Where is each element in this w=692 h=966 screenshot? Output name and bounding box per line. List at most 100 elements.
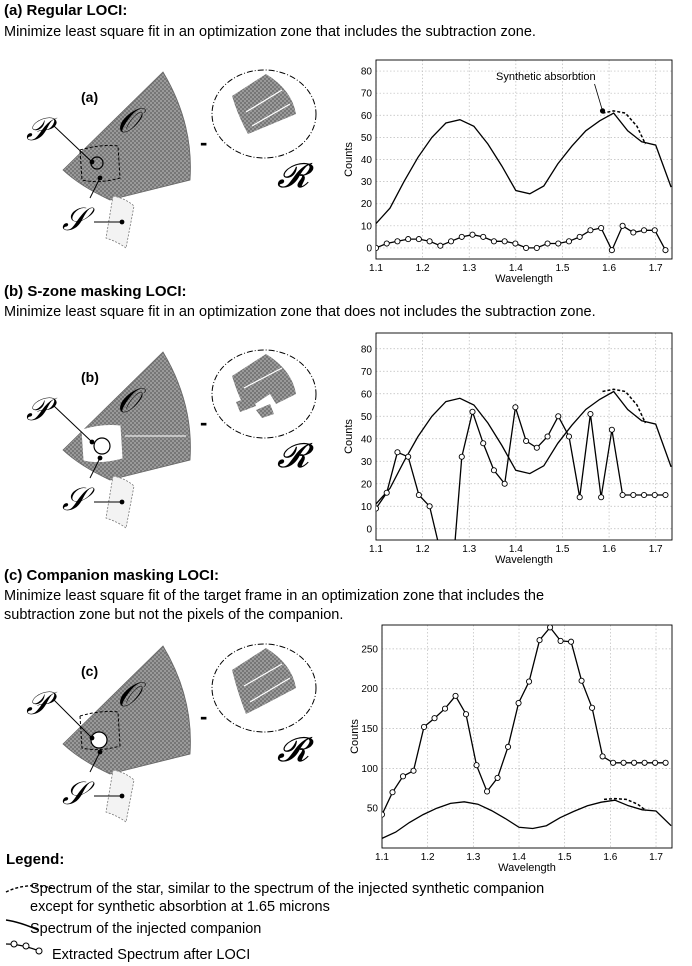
- reference-sectors: [232, 354, 296, 410]
- x-tick-label: 1.6: [602, 263, 616, 274]
- series-star-line: [602, 110, 647, 145]
- series-extracted-point: [437, 242, 444, 249]
- series-extracted-point: [608, 426, 615, 433]
- series-extracted-line: [376, 224, 667, 252]
- series-extracted-point: [620, 759, 627, 766]
- schematic-tag: (c): [81, 663, 98, 679]
- series-extracted-point: [630, 491, 637, 499]
- minus-sign: -: [200, 410, 207, 435]
- series-extracted-point: [431, 715, 438, 722]
- series-extracted-point: [589, 704, 596, 711]
- series-extracted-point: [394, 238, 401, 245]
- y-tick-label: 70: [361, 367, 373, 378]
- x-tick-label: 1.2: [421, 852, 435, 863]
- series-extracted-point: [494, 774, 501, 781]
- panel-a-heading: (a) Regular LOCI:: [4, 2, 128, 19]
- legend-item-star-line-1: Spectrum of the star, similar to the spe…: [30, 881, 545, 897]
- series-extracted-point: [420, 723, 428, 730]
- series-extracted-point: [523, 437, 530, 445]
- series-extracted-point: [608, 247, 615, 254]
- y-tick-label: 0: [366, 243, 372, 254]
- y-axis-label: Counts: [343, 419, 355, 454]
- series-star-line: [603, 797, 647, 812]
- x-tick-label: 1.4: [512, 852, 526, 863]
- reference-sector-fragment-2: [256, 404, 274, 418]
- x-axis-label: Wavelength: [498, 862, 556, 874]
- plot-area: [376, 110, 672, 254]
- subtraction-zone-label: 𝒮: [62, 480, 95, 518]
- series-extracted-point: [383, 240, 390, 247]
- series-extracted-point: [641, 759, 648, 766]
- series-extracted-point: [480, 440, 487, 447]
- series-extracted-point: [501, 480, 508, 487]
- subtraction-zone-outline: [79, 711, 121, 751]
- x-tick-label: 1.1: [375, 852, 389, 863]
- subtraction-pointer-dot: [97, 749, 103, 755]
- psf-pointer-line: [53, 125, 93, 163]
- y-tick-label: 10: [361, 221, 373, 232]
- series-extracted-point: [544, 240, 551, 247]
- x-tick-label: 1.4: [509, 263, 523, 274]
- chart-b: 1.1 1.2 1.3 1.4 1.5 1.6 1.7 0 10 20 30 40 50 60 70 80 Wa…: [343, 332, 673, 566]
- series-extracted-point: [438, 549, 443, 554]
- y-tick-label: 150: [361, 724, 378, 735]
- psf-pointer-dot: [89, 439, 95, 445]
- series-extracted-point: [651, 227, 658, 234]
- series-extracted-point: [512, 404, 519, 411]
- x-tick-label: 1.3: [466, 852, 480, 863]
- x-tick-label: 1.6: [603, 852, 617, 863]
- x-tick-label: 1.2: [416, 544, 430, 555]
- series-extracted-point: [458, 453, 465, 460]
- reference-sectors: [232, 74, 296, 134]
- y-axis-label: Counts: [349, 719, 361, 754]
- series-extracted-point: [568, 638, 575, 645]
- x-tick-label: 1.4: [509, 544, 523, 555]
- series-star-line: [602, 388, 647, 424]
- series-extracted-point: [555, 240, 562, 247]
- subtraction-pointer-line: [89, 177, 101, 199]
- series-extracted-point: [587, 410, 594, 418]
- minus-sign: -: [200, 130, 207, 155]
- series-extracted-point: [523, 244, 530, 251]
- x-tick-label: 1.1: [369, 263, 383, 274]
- series-extracted-point: [578, 677, 585, 684]
- series-extracted-point: [483, 788, 491, 795]
- series-extracted-point: [651, 491, 658, 499]
- panel-c-description-line-2: subtraction zone but not the pixels of t…: [4, 607, 344, 623]
- series-extracted-point: [382, 811, 386, 818]
- series-extracted-point: [501, 238, 508, 245]
- y-tick-label: 10: [361, 502, 373, 513]
- x-tick-label: 1.6: [602, 544, 616, 555]
- series-extracted-point: [426, 503, 433, 510]
- x-tick-label: 1.3: [462, 263, 476, 274]
- y-tick-label: 20: [361, 479, 373, 490]
- plot-area: [376, 388, 672, 554]
- psf-label: 𝒫: [26, 110, 58, 148]
- x-tick-label: 1.7: [649, 852, 663, 863]
- y-tick-label: 70: [361, 89, 373, 100]
- subtraction-pointer-dot: [97, 175, 103, 181]
- series-extracted-point: [533, 444, 540, 451]
- series-extracted-point: [480, 233, 487, 240]
- series-extracted-point: [631, 759, 638, 766]
- subtraction-pointer-dot: [97, 455, 103, 461]
- series-extracted-point: [389, 789, 396, 796]
- plot-frame: [375, 332, 673, 541]
- panel-c-description-line-1: Minimize least square fit of the target …: [4, 588, 545, 604]
- y-tick-label: 250: [361, 644, 378, 655]
- panel-c-heading: (c) Companion masking LOCI:: [4, 567, 220, 584]
- x-tick-label: 1.1: [369, 544, 383, 555]
- series-extracted-point: [410, 767, 417, 774]
- x-axis-label: Wavelength: [495, 554, 553, 566]
- reference-sector-fragment-1: [236, 396, 256, 412]
- y-tick-label: 40: [361, 434, 373, 445]
- y-tick-label: 60: [361, 389, 373, 400]
- series-extracted-point: [490, 467, 497, 474]
- series-extracted-point: [533, 244, 540, 251]
- series-extracted-point: [619, 491, 626, 499]
- y-tick-label: 50: [367, 804, 379, 815]
- psf-label: 𝒫: [26, 684, 58, 722]
- legend-item-star-line-2: except for synthetic absorbtion at 1.65 …: [30, 899, 330, 915]
